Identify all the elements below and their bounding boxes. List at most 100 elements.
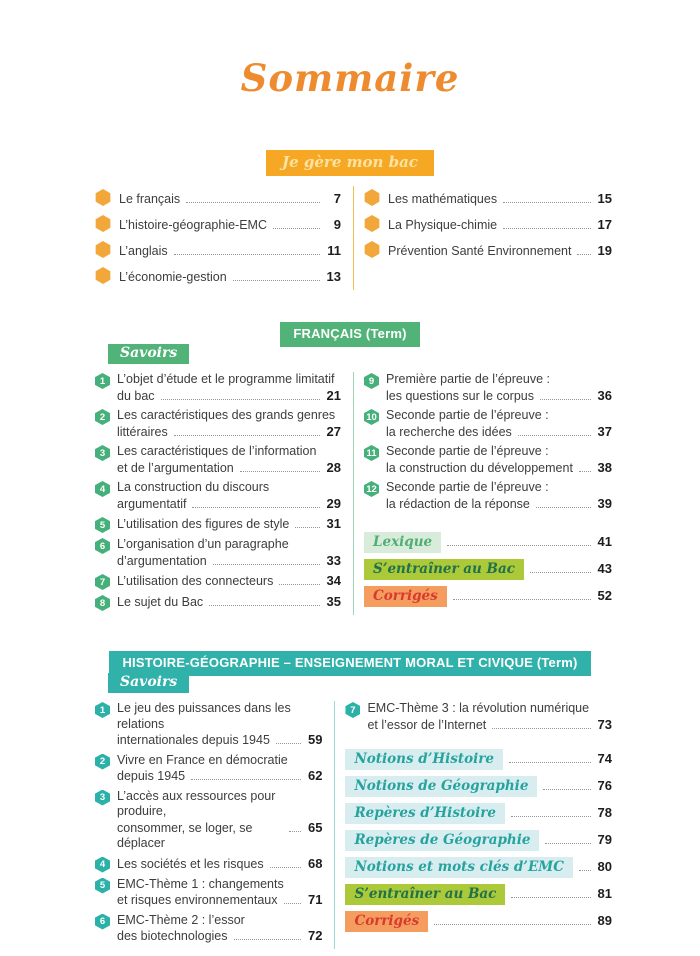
toc-extra-row: S’entraîner au Bac 81 [345, 884, 612, 911]
dotted-leader [503, 225, 591, 229]
toc-item: 3 L’accès aux ressources pour produire, … [95, 789, 322, 852]
page-number: 31 [326, 516, 341, 531]
toc-item-label: L’objet d’étude et le programme limitati… [117, 372, 335, 386]
dotted-leader [273, 225, 320, 229]
dotted-leader [540, 396, 591, 400]
corriges-badge: Corrigés [364, 586, 447, 607]
toc-item: 7 L’utilisation des connecteurs 34 [95, 573, 341, 590]
toc-item-label-2: consommer, se loger, se déplacer [117, 820, 253, 851]
page-number: 13 [326, 269, 341, 284]
je-gere-mon-bac-badge: Je gère mon bac [266, 150, 434, 176]
toc-item: 2 Vivre en France en démocratie depuis 1… [95, 753, 322, 785]
toc-item: 2 Les caractéristiques des grands genres… [95, 408, 341, 440]
toc-item: 4 La construction du discours argumentat… [95, 480, 341, 512]
toc-item-label: La Physique-chimie [388, 218, 498, 232]
page-number: 76 [597, 778, 612, 793]
hexagon-icon [95, 189, 111, 206]
toc-item: 9 Première partie de l’épreuve : les que… [364, 372, 612, 404]
dotted-leader [529, 569, 591, 573]
toc-item-label: L’économie-gestion [119, 270, 227, 284]
page-number: 41 [597, 534, 612, 549]
toc-item: 5 L’utilisation des figures de style 31 [95, 516, 341, 533]
toc-item-label-2: la rédaction de la réponse [386, 496, 530, 511]
page-number: 19 [597, 243, 612, 258]
dotted-leader [239, 468, 320, 472]
item-number-badge: 6 [95, 913, 110, 930]
section-header-histoire-geo: HISTOIRE-GÉOGRAPHIE – ENSEIGNEMENT MORAL… [109, 651, 591, 676]
corriges-badge: Corrigés [345, 911, 429, 932]
sentrainer-au-bac-badge: S’entraîner au Bac [364, 559, 524, 580]
section-header-francais: FRANÇAIS (Term) [280, 322, 420, 347]
toc-item-label: Seconde partie de l’épreuve : [386, 480, 549, 494]
toc-item-label: Les mathématiques [388, 192, 498, 206]
toc-item: 6 EMC-Thème 2 : l’essor des biotechnolog… [95, 913, 322, 945]
toc-extra-row: Repères d’Histoire 78 [345, 803, 612, 830]
hexagon-icon [364, 215, 380, 232]
page-number: 33 [326, 552, 341, 568]
dotted-leader [434, 921, 591, 925]
toc-extra-row: S’entraîner au Bac 43 [364, 559, 612, 586]
toc-item: 4 Les sociétés et les risques 68 [95, 856, 322, 873]
page-number: 62 [307, 768, 323, 783]
dotted-leader [545, 840, 591, 844]
item-number-badge: 3 [95, 789, 110, 806]
toc-item-label: Les sociétés et les risques [117, 856, 264, 871]
lexique-badge: Lexique [364, 532, 442, 553]
toc-extra-row: Corrigés 52 [364, 586, 612, 613]
dotted-leader [447, 542, 591, 546]
item-number-badge: 1 [95, 702, 110, 718]
toc-item: Le français 7 [95, 186, 341, 212]
dotted-leader [511, 813, 591, 817]
dotted-leader [275, 740, 302, 744]
dotted-leader [578, 468, 591, 472]
toc-item: L’anglais 11 [95, 238, 341, 264]
toc-item-label-2: et de l’argumentation [117, 460, 234, 475]
item-number-badge: 5 [95, 877, 110, 894]
toc-item: Les mathématiques 15 [364, 186, 612, 212]
toc-item-label: L’utilisation des connecteurs [117, 574, 274, 588]
item-number-badge: 2 [95, 753, 110, 770]
page-number: 15 [597, 191, 612, 206]
notions-mots-cles-emc-badge: Notions et mots clés d’EMC [345, 857, 573, 878]
bac-right-column: Les mathématiques 15 La Physique-chimie … [353, 186, 612, 290]
page-number: 78 [597, 805, 612, 820]
toc-item-label-2: des biotechnologies [117, 929, 228, 943]
toc-item-label: Les caractéristiques de l’information [117, 444, 317, 458]
item-number-badge: 7 [345, 702, 361, 718]
page-number: 34 [326, 573, 341, 588]
page-number: 38 [597, 459, 612, 475]
bac-section: Le français 7 L’histoire-géographie-EMC … [95, 186, 612, 290]
toc-item-label: Seconde partie de l’épreuve : [386, 444, 549, 458]
page-number: 17 [597, 217, 612, 232]
toc-item-label-2: d’argumentation [117, 553, 207, 568]
notions-histoire-badge: Notions d’Histoire [345, 749, 503, 770]
page-number: 52 [597, 588, 612, 603]
page-number: 28 [326, 459, 341, 475]
page-number: 79 [597, 832, 612, 847]
item-number-badge: 3 [95, 445, 110, 461]
francais-section: 1 L’objet d’étude et le programme limita… [95, 372, 612, 615]
hg-right-column: 7 EMC-Thème 3 : la révolution numérique … [334, 701, 612, 949]
toc-item-label: L’histoire-géographie-EMC [119, 218, 267, 232]
dotted-leader [492, 725, 591, 729]
item-number-badge: 9 [364, 373, 379, 389]
toc-item: L’histoire-géographie-EMC 9 [95, 212, 341, 238]
hexagon-icon [95, 267, 111, 284]
hexagon-icon [364, 189, 380, 206]
toc-item-label-2: et risques environnementaux [117, 893, 278, 907]
toc-item-label: Le sujet du Bac [117, 595, 204, 609]
dotted-leader [543, 786, 591, 790]
dotted-leader [279, 581, 320, 585]
dotted-leader [173, 432, 320, 436]
page-number: 73 [597, 716, 612, 732]
toc-item-label-2: depuis 1945 [117, 769, 186, 783]
item-number-badge: 12 [364, 481, 379, 497]
page-number: 21 [326, 387, 341, 403]
page-number: 65 [307, 819, 323, 835]
dotted-leader [212, 561, 320, 565]
toc-item-label: Vivre en France en démocratie [117, 752, 288, 767]
page-number: 27 [326, 423, 341, 439]
hexagon-icon [95, 215, 111, 232]
toc-item-label: Première partie de l’épreuve : [386, 372, 550, 386]
